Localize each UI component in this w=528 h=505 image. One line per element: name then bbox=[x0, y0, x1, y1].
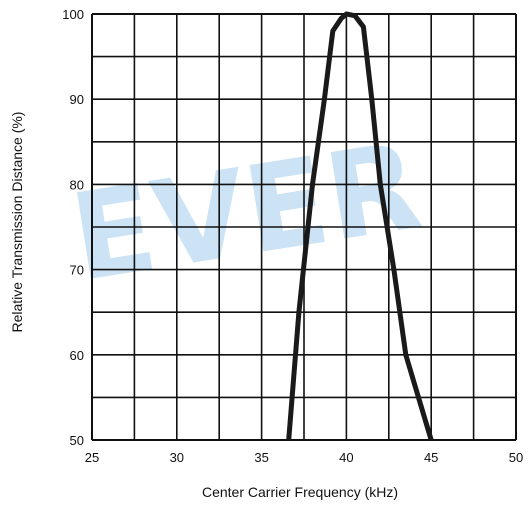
x-tick-label: 50 bbox=[509, 450, 523, 465]
series-line bbox=[286, 11, 434, 441]
x-tick-label: 40 bbox=[339, 450, 353, 465]
y-axis-label: Relative Transmission Distance (%) bbox=[9, 112, 25, 333]
x-tick-label: 45 bbox=[424, 450, 438, 465]
y-tick-label: 60 bbox=[70, 348, 84, 363]
grid-lines bbox=[91, 13, 517, 441]
x-tick-label: 30 bbox=[170, 450, 184, 465]
y-tick-label: 100 bbox=[62, 7, 84, 22]
x-tick-label: 25 bbox=[85, 450, 99, 465]
x-tick-label: 35 bbox=[254, 450, 268, 465]
tick-labels: 25 30 35 40 45 50 50 60 70 80 90 100 bbox=[62, 7, 523, 465]
y-tick-label: 50 bbox=[70, 433, 84, 448]
y-tick-label: 70 bbox=[70, 263, 84, 278]
x-axis-label: Center Carrier Frequency (kHz) bbox=[202, 484, 398, 500]
y-tick-label: 90 bbox=[70, 92, 84, 107]
series-layer bbox=[286, 11, 434, 441]
y-tick-label: 80 bbox=[70, 177, 84, 192]
